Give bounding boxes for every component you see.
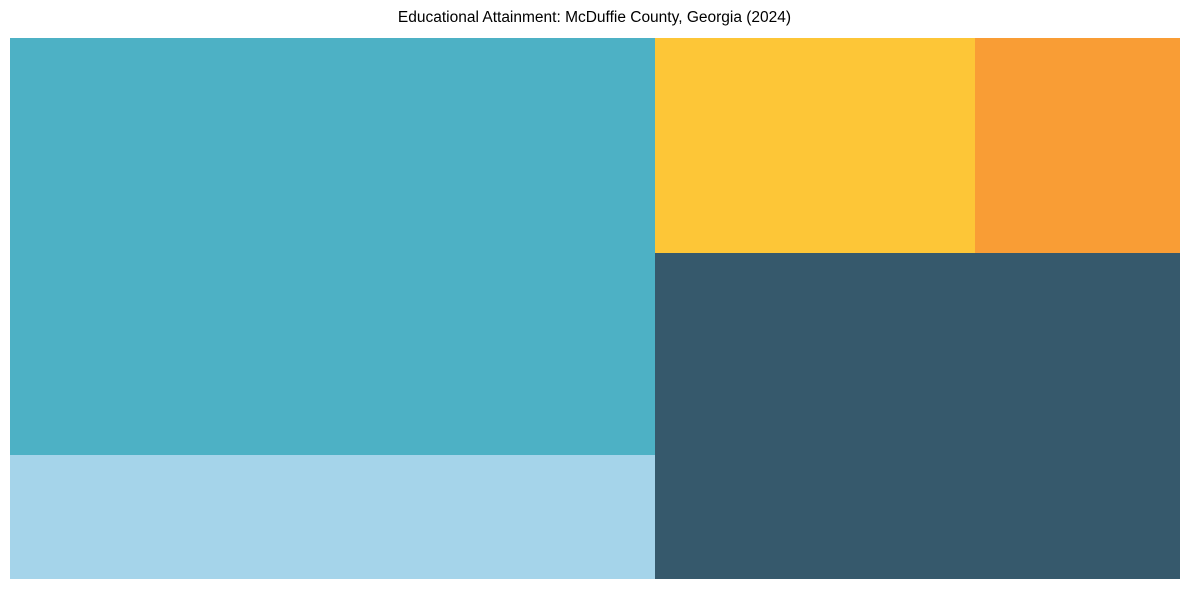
treemap [10, 38, 1180, 579]
treemap-cell-dark-slate [655, 252, 1180, 579]
treemap-cell-yellow [655, 38, 975, 253]
chart-title: Educational Attainment: McDuffie County,… [397, 9, 792, 26]
treemap-cell-teal [10, 38, 656, 455]
treemap-cell-orange [975, 38, 1180, 253]
treemap-cell-light-blue [10, 455, 656, 579]
